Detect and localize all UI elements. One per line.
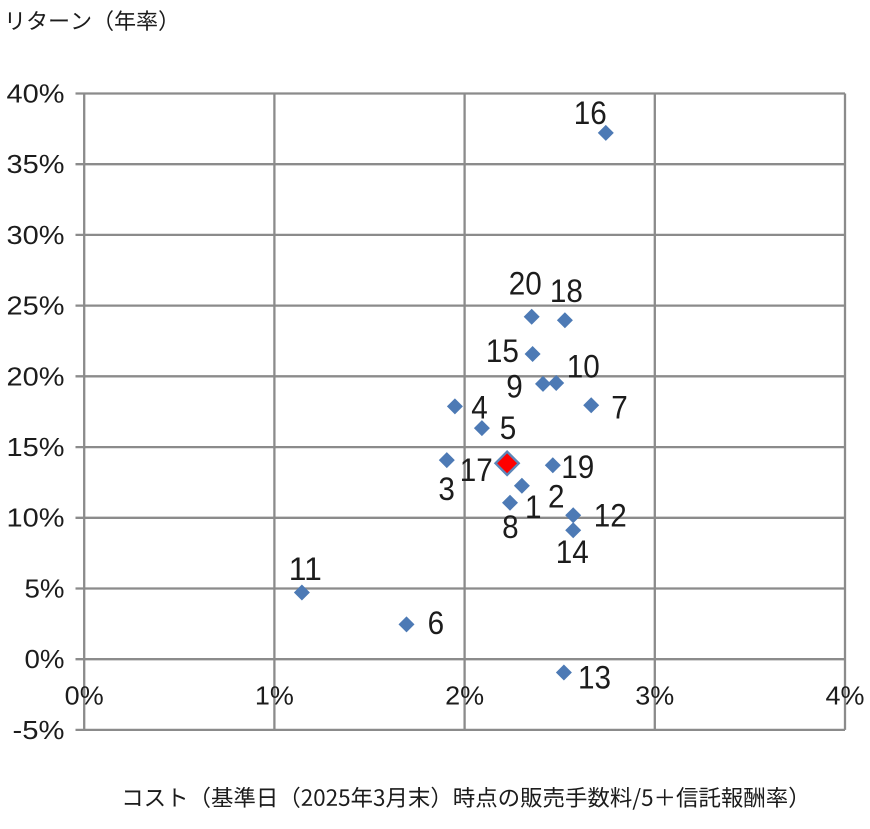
svg-text:20%: 20% bbox=[7, 361, 65, 391]
svg-text:25%: 25% bbox=[7, 291, 65, 321]
svg-text:16: 16 bbox=[574, 95, 607, 131]
svg-text:35%: 35% bbox=[7, 149, 65, 179]
svg-text:2%: 2% bbox=[445, 681, 484, 711]
svg-text:3%: 3% bbox=[635, 681, 674, 711]
svg-text:15: 15 bbox=[486, 333, 519, 369]
svg-text:18: 18 bbox=[550, 273, 583, 309]
svg-text:4%: 4% bbox=[826, 681, 865, 711]
svg-text:13: 13 bbox=[578, 660, 611, 696]
svg-text:10: 10 bbox=[567, 349, 600, 385]
svg-text:1%: 1% bbox=[255, 681, 294, 711]
svg-text:4: 4 bbox=[471, 390, 488, 426]
svg-text:9: 9 bbox=[506, 369, 523, 405]
svg-text:11: 11 bbox=[289, 551, 322, 587]
svg-text:2: 2 bbox=[548, 478, 565, 514]
svg-text:5: 5 bbox=[500, 410, 517, 446]
svg-text:8: 8 bbox=[502, 509, 518, 545]
svg-text:19: 19 bbox=[561, 449, 594, 485]
svg-text:15%: 15% bbox=[7, 432, 65, 462]
svg-text:17: 17 bbox=[460, 452, 493, 488]
svg-text:6: 6 bbox=[428, 605, 445, 641]
svg-text:-5%: -5% bbox=[13, 715, 65, 745]
svg-text:12: 12 bbox=[594, 498, 627, 534]
svg-text:40%: 40% bbox=[7, 79, 65, 109]
svg-text:1: 1 bbox=[525, 489, 542, 525]
svg-text:0%: 0% bbox=[25, 644, 65, 674]
svg-text:10%: 10% bbox=[7, 503, 65, 533]
svg-text:7: 7 bbox=[611, 390, 628, 426]
svg-text:20: 20 bbox=[509, 265, 542, 301]
svg-text:0%: 0% bbox=[65, 681, 104, 711]
svg-text:5%: 5% bbox=[25, 573, 65, 603]
svg-text:14: 14 bbox=[556, 534, 589, 570]
svg-text:30%: 30% bbox=[7, 220, 65, 250]
svg-text:3: 3 bbox=[438, 471, 455, 507]
